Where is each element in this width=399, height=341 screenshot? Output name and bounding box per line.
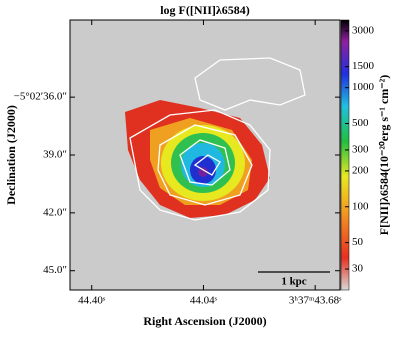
y-tick-label: 39.0″ [43, 149, 67, 161]
colorbar [340, 19, 350, 291]
colorbar-tick-label: 3000 [352, 24, 375, 36]
chart-title: log F([NII]λ6584) [160, 3, 250, 17]
colorbar-tick-label: 50 [352, 236, 364, 248]
colorbar-tick-label: 100 [352, 200, 369, 212]
emission-map [125, 57, 306, 221]
x-tick-label: 44.04ˢ [190, 295, 218, 307]
colorbar-label: F[NII]λ6584(10⁻²⁰erg s⁻¹ cm⁻²) [377, 75, 391, 235]
x-tick-label: 3ʰ37ᵐ43.68ˢ [289, 295, 342, 307]
colorbar-tick-label: 30 [352, 263, 364, 275]
colorbar-tick-label: 1000 [352, 81, 375, 93]
colorbar-tick-label: 200 [352, 164, 369, 176]
x-tick-label: 44.40ˢ [78, 295, 106, 307]
y-tick-label: 42.0″ [43, 206, 67, 218]
x-axis-label: Right Ascension (J2000) [143, 314, 266, 328]
y-axis-label: Declination (J2000) [4, 105, 18, 205]
y-tick-label: 45.0″ [43, 264, 67, 276]
colorbar-tick-label: 500 [352, 117, 369, 129]
y-tick-label: −5°02′36.0″ [14, 91, 67, 103]
scale-bar-label: 1 kpc [281, 276, 306, 288]
colorbar-tick-label: 300 [352, 143, 369, 155]
colorbar-tick-label: 1500 [352, 60, 375, 72]
